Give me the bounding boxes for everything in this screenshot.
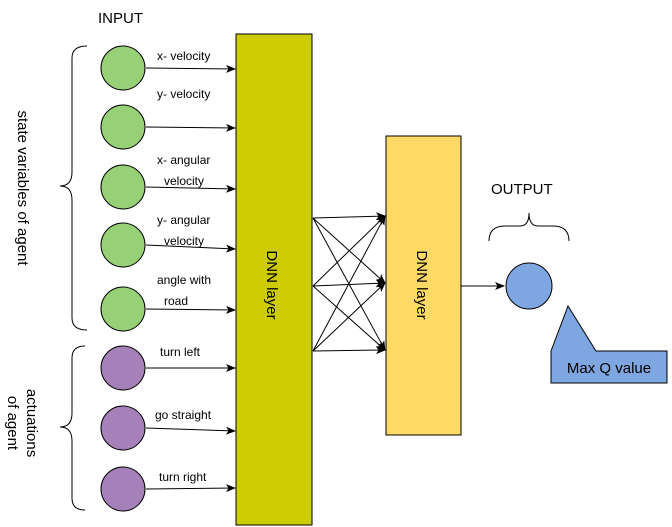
max-q-label: Max Q value xyxy=(567,360,651,377)
input-label: x- velocity xyxy=(157,49,210,63)
input-label: velocity xyxy=(164,174,204,188)
dnn-layer-1-label: DNN layer xyxy=(263,250,280,319)
input-header: INPUT xyxy=(98,10,143,27)
state-group-label: state variables of agent xyxy=(14,110,31,266)
layer-connections xyxy=(312,212,386,355)
input-nodes: x- velocity y- velocity x- angular velocity… xyxy=(100,45,236,512)
layer-connection xyxy=(312,282,386,352)
output-node xyxy=(505,262,553,310)
dnn-layer-1 xyxy=(235,33,313,526)
input-arrow xyxy=(145,426,236,435)
input-node xyxy=(100,345,146,391)
input-label: angle with xyxy=(157,273,211,287)
dnn-layer-2 xyxy=(385,135,462,436)
input-arrow xyxy=(145,244,236,253)
input-label: road xyxy=(164,294,188,308)
input-node xyxy=(100,405,146,451)
state-brace xyxy=(59,45,88,331)
actuations-group-label: actuations xyxy=(23,389,40,457)
layer-connection xyxy=(312,212,386,221)
input-label: velocity xyxy=(164,234,204,248)
layer-connection xyxy=(312,215,386,352)
input-node xyxy=(100,104,146,150)
input-node xyxy=(100,286,146,332)
input-label: y- velocity xyxy=(157,87,210,101)
input-arrow xyxy=(145,305,236,314)
input-node xyxy=(100,45,146,91)
input-arrow xyxy=(145,123,236,132)
max-q-callout xyxy=(550,304,668,384)
input-arrow xyxy=(145,484,236,493)
input-node xyxy=(100,222,146,268)
actuations-group-label-2: of agent xyxy=(4,396,21,451)
input-label: y- angular xyxy=(157,213,210,227)
input-node xyxy=(100,466,146,512)
dnn-layer-2-label: DNN layer xyxy=(413,250,430,319)
layer-connection xyxy=(312,215,386,287)
input-arrow xyxy=(145,184,236,193)
input-label: turn right xyxy=(159,470,207,484)
input-label: turn left xyxy=(160,345,201,359)
output-header: OUTPUT xyxy=(491,181,553,198)
input-arrow xyxy=(145,64,236,73)
actuation-brace xyxy=(59,345,86,511)
input-label: go straight xyxy=(155,408,212,422)
layer-connection xyxy=(312,285,386,351)
layer-connection xyxy=(312,346,386,355)
input-label: x- angular xyxy=(157,153,210,167)
input-node xyxy=(100,164,146,210)
output-brace xyxy=(488,212,570,242)
